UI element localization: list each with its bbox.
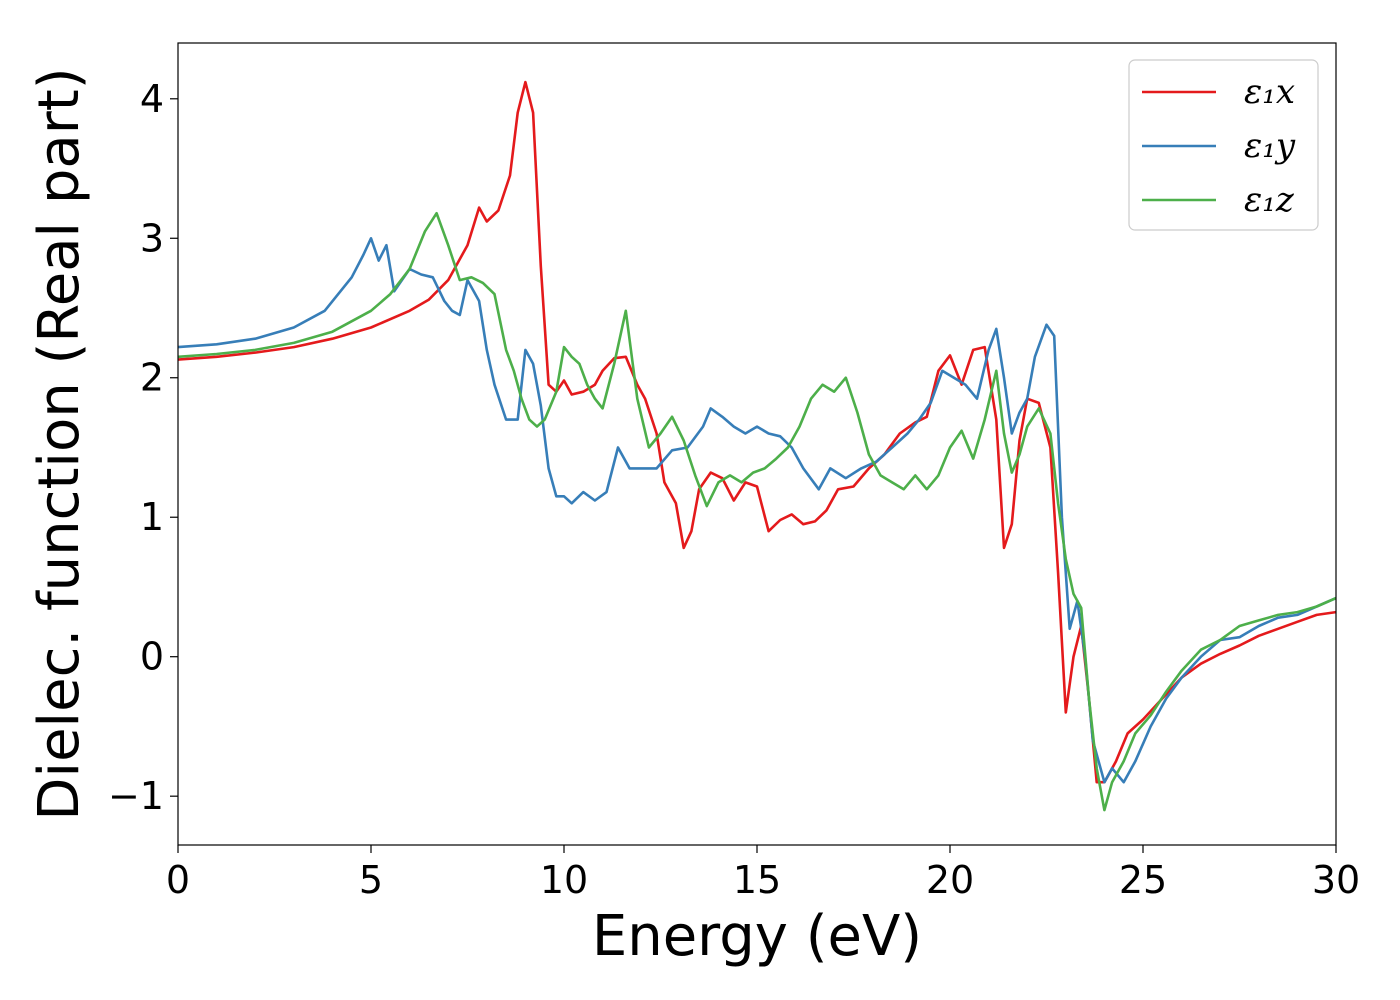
y-tick-label: 3 <box>140 216 164 260</box>
x-tick-label: 10 <box>540 858 588 902</box>
x-tick-label: 5 <box>359 858 383 902</box>
legend-label-2: ε₁y <box>1244 126 1296 166</box>
legend-box <box>1128 59 1319 231</box>
y-axis-title: Dielec. function (Real part) <box>27 67 92 820</box>
legend-label-3: ε₁z <box>1244 180 1295 220</box>
y-tick-label: 4 <box>140 77 164 121</box>
y-tick-label: 1 <box>140 495 164 539</box>
y-tick-label: 2 <box>140 356 164 400</box>
legend-label-1: ε₁x <box>1244 72 1295 112</box>
series-layer <box>178 80 1336 812</box>
x-tick-label: 20 <box>926 858 974 902</box>
x-axis-title: Energy (eV) <box>592 904 922 969</box>
legend: ε₁x ε₁y ε₁z <box>1128 59 1319 231</box>
x-tick-label: 0 <box>166 858 190 902</box>
x-tick-label: 15 <box>733 858 781 902</box>
x-tick-label: 25 <box>1119 858 1167 902</box>
x-tick-label: 30 <box>1312 858 1360 902</box>
series-line-1 <box>178 80 1336 784</box>
y-tick-label: −1 <box>108 774 164 818</box>
series-line-3 <box>178 211 1336 812</box>
y-tick-label: 0 <box>140 635 164 679</box>
